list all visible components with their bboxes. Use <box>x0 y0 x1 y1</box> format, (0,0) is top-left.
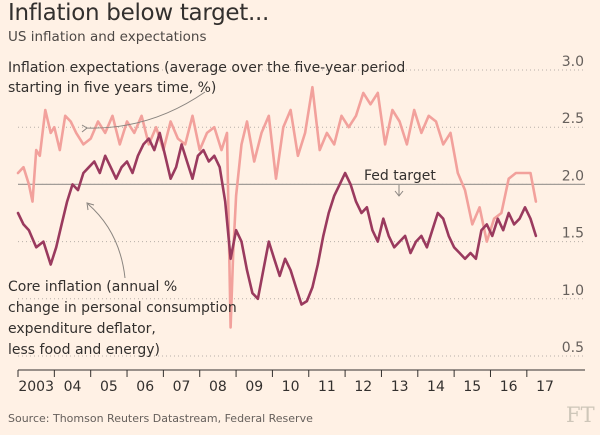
y-tick-label-3: 2.0 <box>562 168 584 184</box>
x-tick-label-12: 15 <box>463 379 481 395</box>
x-tick-label-9: 12 <box>354 379 372 395</box>
y-axis-ticks: 0.5 1.0 1.5 2.0 2.5 3.0 <box>562 54 584 356</box>
core-annotation-line-1: Core inflation (annual % <box>8 279 177 295</box>
chart-title: Inflation below target... <box>8 0 270 26</box>
core-annotation-line-3: expenditure deflator, <box>8 321 156 337</box>
x-tick-label-3: 06 <box>136 379 154 395</box>
x-tick-label-10: 13 <box>391 379 409 395</box>
expectations-line <box>16 85 538 329</box>
series-lines <box>16 85 538 329</box>
x-tick-label-0: 2003 <box>18 379 54 395</box>
x-axis: 2003 04 05 06 07 08 09 10 11 12 13 14 15 16 17 <box>17 369 585 395</box>
y-tick-label-0: 0.5 <box>562 340 584 356</box>
core-arrow <box>87 203 126 279</box>
source-note: Source: Thomson Reuters Datastream, Fede… <box>8 412 313 425</box>
expectations-arrow <box>85 91 206 129</box>
annotations: Inflation expectations (average over the… <box>8 60 436 358</box>
x-tick-label-5: 08 <box>209 379 227 395</box>
expectations-annotation-line-1: Inflation expectations (average over the… <box>8 60 405 76</box>
fed-target-annotation: Fed target <box>364 168 436 184</box>
x-tick-label-11: 14 <box>427 379 445 395</box>
x-tick-label-7: 10 <box>282 379 300 395</box>
y-tick-label-1: 1.0 <box>562 283 584 299</box>
y-tick-label-4: 2.5 <box>562 111 584 127</box>
x-tick-label-8: 11 <box>318 379 336 395</box>
core-annotation-line-4: less food and energy) <box>8 342 160 358</box>
ft-logo: FT <box>566 403 595 427</box>
y-tick-label-2: 1.5 <box>562 226 584 242</box>
core-inflation-line <box>16 131 538 306</box>
fed-target-arrowhead <box>394 190 404 197</box>
y-tick-label-5: 3.0 <box>562 54 584 70</box>
chart-subtitle: US inflation and expectations <box>8 29 207 45</box>
core-annotation-line-2: change in personal consumption <box>8 300 237 316</box>
x-tick-label-1: 04 <box>64 379 82 395</box>
x-tick-label-2: 05 <box>100 379 118 395</box>
core-arrowhead <box>86 202 95 211</box>
expectations-arrowhead <box>81 124 88 133</box>
x-tick-label-14: 17 <box>536 379 554 395</box>
x-tick-label-6: 09 <box>245 379 263 395</box>
x-tick-label-4: 07 <box>173 379 191 395</box>
expectations-annotation-line-2: starting in five years time, %) <box>8 80 216 96</box>
x-tick-label-13: 16 <box>500 379 518 395</box>
